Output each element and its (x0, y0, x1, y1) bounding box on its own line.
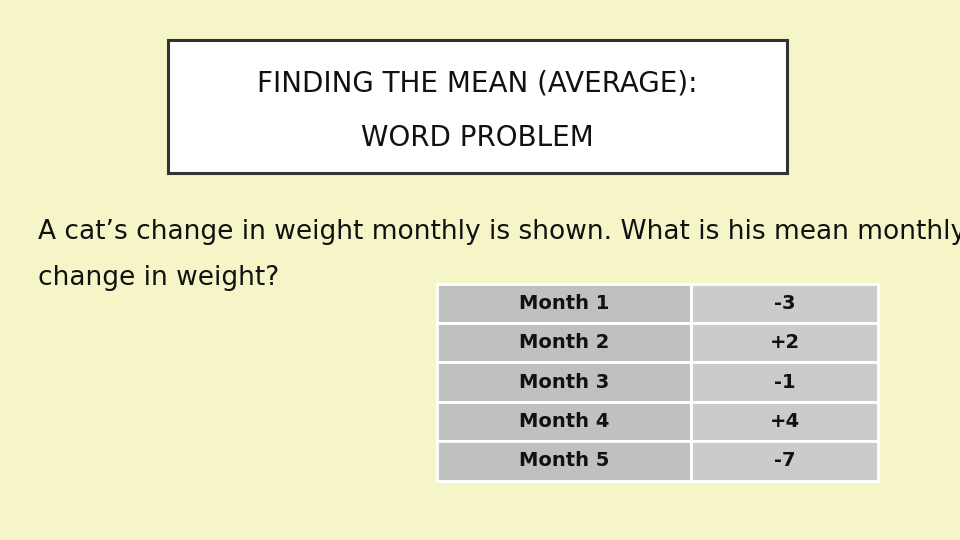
Text: +2: +2 (770, 333, 800, 352)
Text: WORD PROBLEM: WORD PROBLEM (361, 124, 593, 152)
Bar (437, 402, 691, 441)
Text: Month 1: Month 1 (518, 294, 610, 313)
Text: change in weight?: change in weight? (38, 265, 279, 291)
Text: Month 5: Month 5 (518, 451, 610, 470)
Text: FINDING THE MEAN (AVERAGE):: FINDING THE MEAN (AVERAGE): (257, 70, 697, 98)
Bar (691, 402, 878, 441)
Text: -1: -1 (774, 373, 796, 392)
Bar (691, 284, 878, 323)
Bar (437, 362, 691, 402)
Bar (691, 362, 878, 402)
Bar (168, 40, 787, 173)
Bar (691, 441, 878, 481)
Bar (437, 284, 691, 323)
Text: Month 2: Month 2 (518, 333, 610, 352)
Bar (437, 441, 691, 481)
Text: A cat’s change in weight monthly is shown. What is his mean monthly: A cat’s change in weight monthly is show… (38, 219, 960, 245)
Bar (437, 323, 691, 362)
Text: +4: +4 (770, 412, 800, 431)
Text: -7: -7 (774, 451, 796, 470)
Text: -3: -3 (774, 294, 796, 313)
Bar (691, 323, 878, 362)
Text: Month 3: Month 3 (518, 373, 610, 392)
Text: Month 4: Month 4 (518, 412, 610, 431)
